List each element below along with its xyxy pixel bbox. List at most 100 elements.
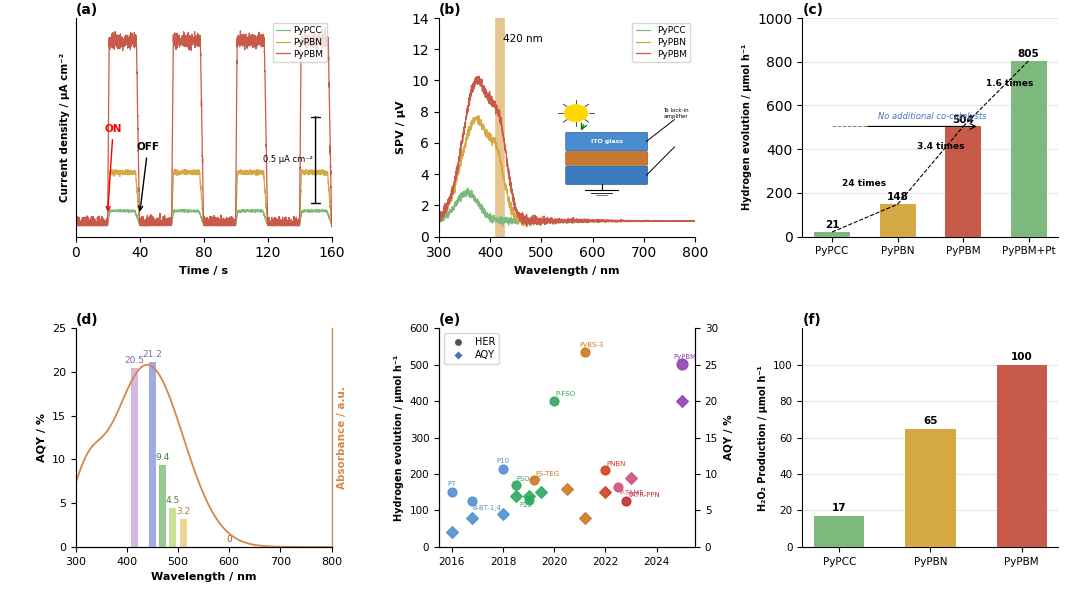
Text: TATR-PPN: TATR-PPN [626, 492, 660, 498]
PyPCC [322, 213, 335, 221]
Line: PyPBM: PyPBM [440, 76, 694, 227]
PyPCC [286, 221, 299, 228]
Text: (f): (f) [802, 313, 821, 327]
Text: 3.2: 3.2 [176, 507, 190, 516]
PyPBN [325, 221, 338, 228]
Text: P7: P7 [448, 481, 457, 487]
PyPBN [557, 216, 570, 223]
Text: 20.5: 20.5 [124, 356, 145, 365]
PyPBM [319, 25, 332, 32]
Y-axis label: Hydrogen evolution / μmol h⁻¹: Hydrogen evolution / μmol h⁻¹ [742, 44, 752, 210]
Y-axis label: SPV / μV: SPV / μV [396, 100, 406, 154]
Text: 65: 65 [923, 416, 937, 426]
Text: FS-TEG: FS-TEG [536, 471, 559, 477]
Legend: PyPCC, PyPBN, PyPBM: PyPCC, PyPBN, PyPBM [272, 23, 327, 62]
Line: PyPBM: PyPBM [76, 28, 332, 227]
Text: 24 times: 24 times [842, 179, 886, 188]
PyPBM [472, 73, 485, 80]
Point [558, 484, 576, 493]
PyPBN [168, 166, 181, 173]
Text: P25: P25 [519, 502, 532, 508]
Point [463, 513, 481, 523]
PyPBN [681, 218, 694, 225]
Text: 504: 504 [953, 115, 974, 124]
Text: P-TAME: P-TAME [619, 490, 644, 496]
Text: 420 nm: 420 nm [502, 34, 542, 44]
Text: B-BT-1,4: B-BT-1,4 [473, 504, 502, 510]
Text: (b): (b) [440, 3, 461, 17]
PyPBN [688, 218, 701, 225]
PyPBN [232, 169, 245, 176]
Bar [170, 508, 176, 547]
Text: 1.6 times: 1.6 times [986, 79, 1034, 88]
PyPCC [557, 216, 570, 224]
Bar [159, 465, 166, 547]
PyPBM [521, 223, 534, 230]
PyPBM [69, 215, 82, 222]
PyPBN [271, 221, 284, 228]
Point [525, 475, 542, 484]
Point [674, 359, 691, 369]
Text: P-FSO: P-FSO [555, 391, 576, 397]
Bar [945, 126, 982, 237]
Bar [997, 365, 1047, 547]
PyPCC [433, 218, 446, 225]
Text: 0.5 μA cm⁻²: 0.5 μA cm⁻² [264, 155, 313, 164]
PyPBN [286, 218, 299, 225]
Text: (e): (e) [440, 313, 461, 327]
PyPBM [254, 36, 267, 43]
X-axis label: Time / s: Time / s [179, 266, 228, 276]
PyPCC [496, 222, 509, 230]
PyPCC [551, 218, 564, 225]
Bar [131, 368, 138, 547]
PyPBM [271, 222, 284, 229]
Text: P10: P10 [497, 459, 510, 465]
Y-axis label: H₂O₂ Production / μmol h⁻¹: H₂O₂ Production / μmol h⁻¹ [757, 365, 768, 510]
Bar [814, 232, 850, 237]
PyPBM [325, 223, 338, 230]
PyPCC [177, 206, 190, 213]
Point [508, 491, 525, 501]
Point [597, 466, 615, 475]
PyPBM [688, 217, 701, 224]
Text: OFF: OFF [136, 142, 160, 210]
PyPBN [472, 112, 485, 120]
Y-axis label: Current density / μA cm⁻²: Current density / μA cm⁻² [60, 53, 70, 202]
PyPCC [681, 218, 694, 225]
Text: 0: 0 [227, 535, 232, 545]
Point [618, 496, 635, 506]
Point [443, 528, 460, 537]
Text: (d): (d) [76, 313, 98, 327]
Bar [879, 204, 916, 237]
Point [463, 496, 481, 506]
Text: 9.4: 9.4 [156, 453, 170, 462]
Bar [179, 519, 187, 547]
PyPBM [557, 216, 570, 224]
Point [443, 487, 460, 497]
Point [609, 482, 626, 492]
Point [577, 513, 594, 523]
PyPBN [634, 217, 647, 224]
PyPBN [322, 186, 335, 193]
PyPBN [122, 168, 135, 175]
PyPCC [271, 220, 284, 227]
PyPBM [286, 221, 299, 228]
PyPBN [69, 222, 82, 229]
Line: PyPCC: PyPCC [76, 209, 332, 225]
PyPBN [521, 222, 534, 230]
PyPCC [69, 220, 82, 227]
PyPCC [122, 207, 135, 215]
PyPCC [634, 217, 647, 224]
PyPBM [681, 218, 694, 225]
PyPCC [688, 217, 701, 224]
Y-axis label: AQY / %: AQY / % [724, 415, 733, 460]
Text: (c): (c) [802, 3, 823, 17]
Point [622, 473, 639, 483]
Point [519, 495, 537, 504]
PyPCC [446, 203, 459, 210]
PyPCC [681, 218, 694, 225]
PyPBN [446, 192, 459, 200]
PyPBM [634, 217, 647, 224]
PyPCC [232, 207, 245, 215]
PyPBN [681, 218, 694, 225]
